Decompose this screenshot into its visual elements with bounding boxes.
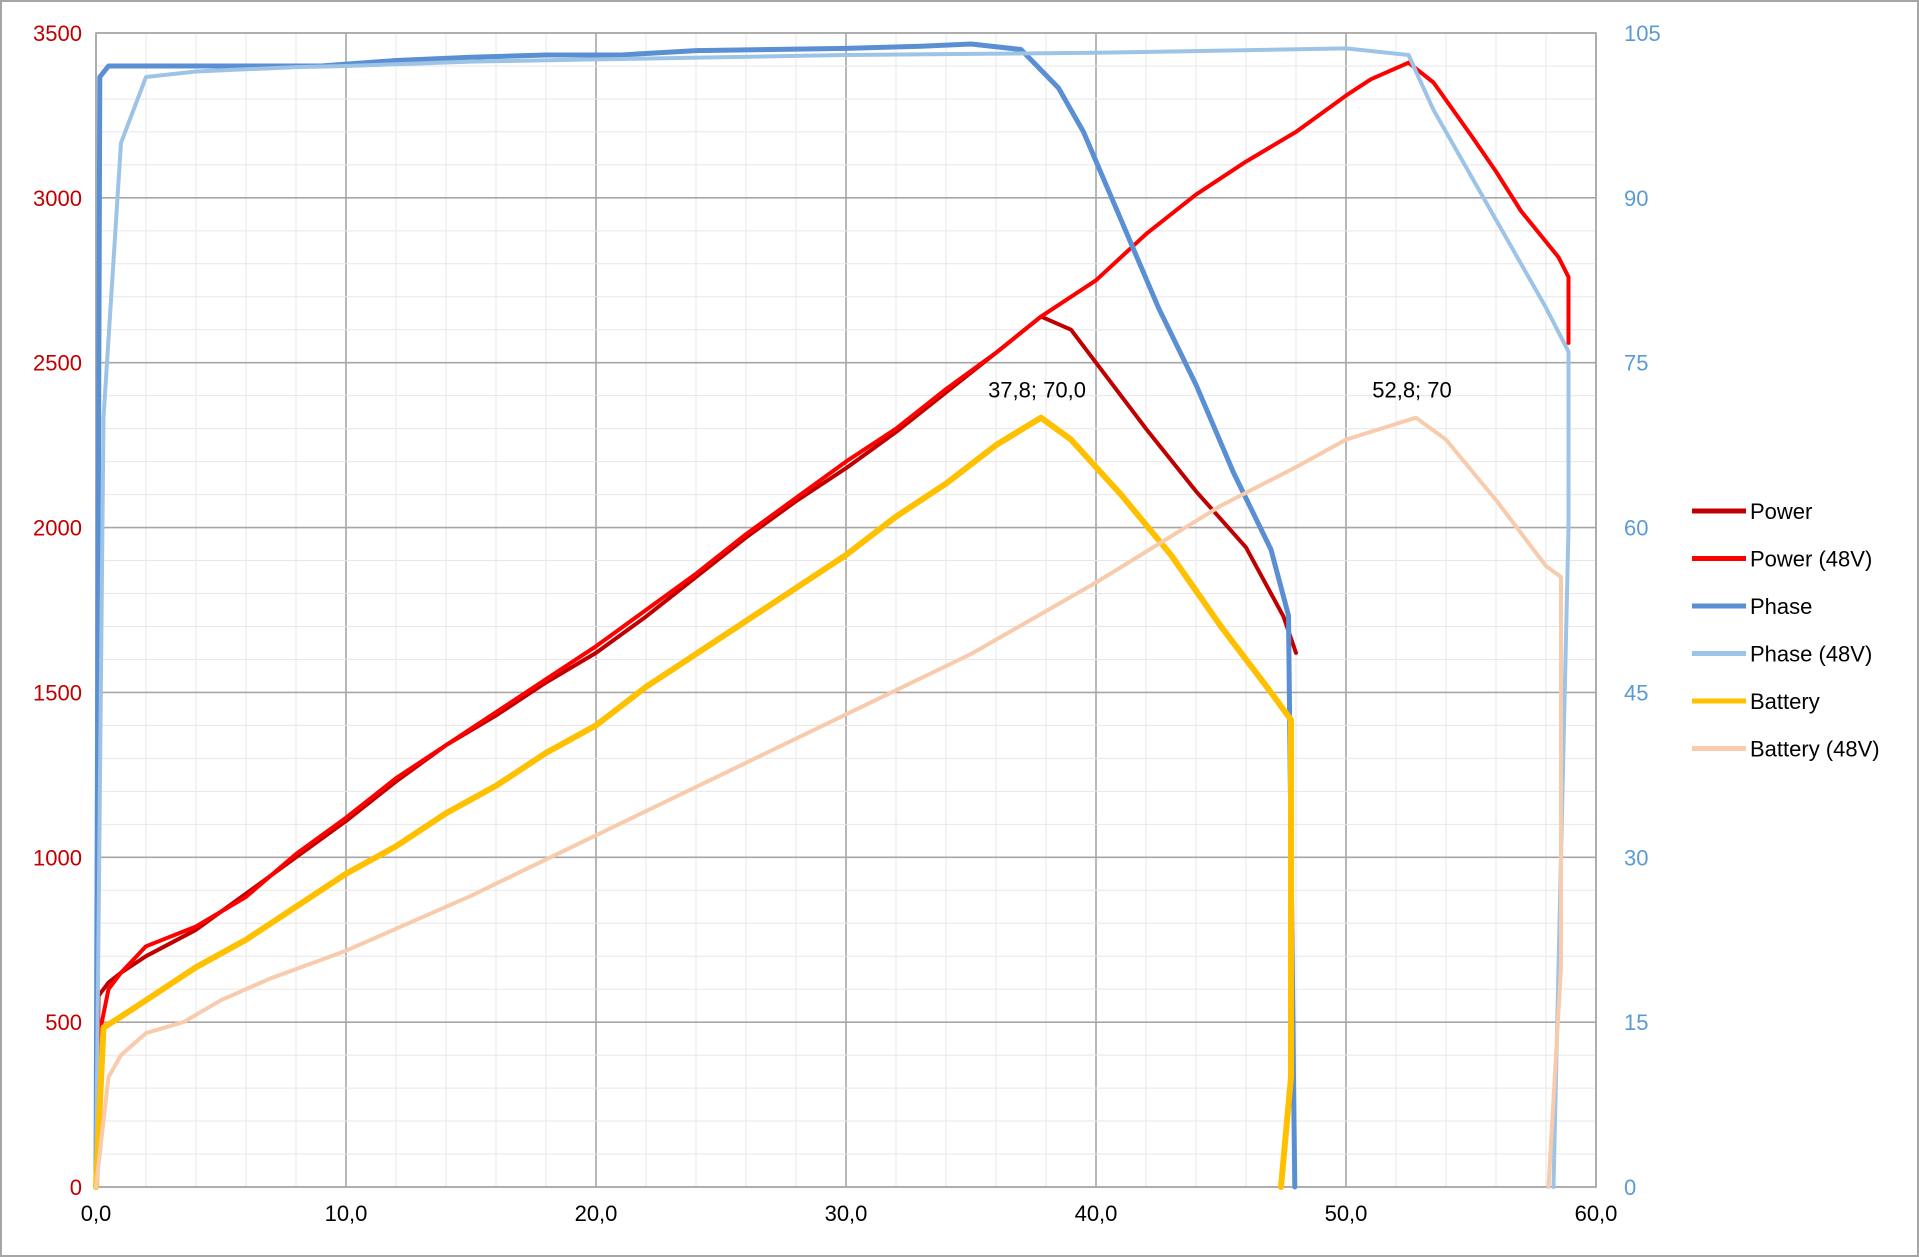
y-tick-label: 500 xyxy=(45,1010,82,1035)
y2-tick-label: 0 xyxy=(1624,1175,1636,1200)
y-tick-label: 3500 xyxy=(33,21,82,46)
x-tick-label: 10,0 xyxy=(325,1201,368,1226)
series-line-power xyxy=(94,314,1298,1189)
y-tick-label: 1500 xyxy=(33,680,82,705)
x-tick-label: 0,0 xyxy=(81,1201,112,1226)
legend-label: Battery (48V) xyxy=(1750,737,1880,762)
series-line-battery-48v xyxy=(94,415,1563,1189)
y-tick-label: 2000 xyxy=(33,516,82,541)
legend-label: Phase (48V) xyxy=(1750,642,1872,667)
legend-label: Battery xyxy=(1750,689,1820,714)
series-line-battery xyxy=(93,414,1294,1190)
x-tick-label: 50,0 xyxy=(1325,1201,1368,1226)
y2-tick-label: 15 xyxy=(1624,1010,1648,1035)
y-tick-label: 1000 xyxy=(33,845,82,870)
x-tick-label: 30,0 xyxy=(825,1201,868,1226)
series-line-power-48v xyxy=(94,60,1571,1189)
y-tick-label: 0 xyxy=(70,1175,82,1200)
x-tick-label: 60,0 xyxy=(1575,1201,1618,1226)
annotations: 37,8; 70,0 52,8; 70 xyxy=(988,378,1452,403)
axis-ticks: 0,0 10,0 20,0 30,0 40,0 50,0 60,00500100015002… xyxy=(33,21,1661,1226)
series-line-phase-48v xyxy=(94,46,1571,1189)
series-line-phase xyxy=(93,41,1298,1190)
x-tick-label: 40,0 xyxy=(1075,1201,1118,1226)
data-label: 52,8; 70 xyxy=(1372,378,1452,403)
data-label: 37,8; 70,0 xyxy=(988,378,1086,403)
legend: Power Power (48V) Phase Phase (48V) Battery B… xyxy=(1692,499,1880,762)
x-tick-label: 20,0 xyxy=(575,1201,618,1226)
y2-tick-label: 90 xyxy=(1624,186,1648,211)
y-tick-label: 3000 xyxy=(33,186,82,211)
y-tick-label: 2500 xyxy=(33,351,82,376)
y2-tick-label: 105 xyxy=(1624,21,1661,46)
y2-tick-label: 75 xyxy=(1624,351,1648,376)
series-layer xyxy=(93,41,1571,1190)
legend-label: Power (48V) xyxy=(1750,547,1872,572)
y2-tick-label: 60 xyxy=(1624,516,1648,541)
legend-label: Power xyxy=(1750,499,1812,524)
legend-label: Phase xyxy=(1750,594,1812,619)
y2-tick-label: 45 xyxy=(1624,680,1648,705)
y2-tick-label: 30 xyxy=(1624,845,1648,870)
